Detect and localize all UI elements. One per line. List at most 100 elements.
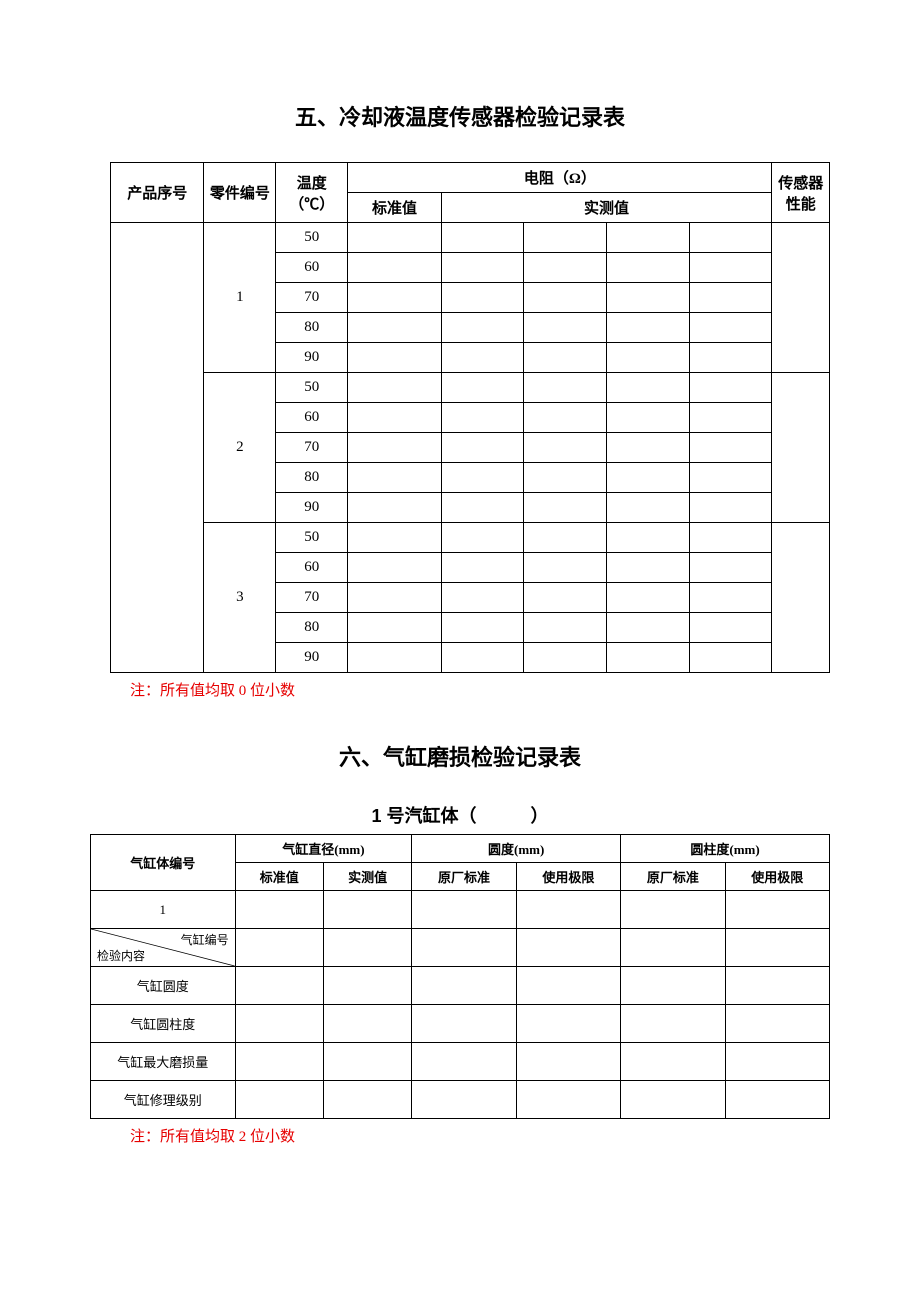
- table-row: 气缸修理级别: [91, 1081, 830, 1119]
- th-factory-std-2: 原厂标准: [621, 863, 725, 891]
- cell-empty: [412, 929, 516, 967]
- table-row: 1: [91, 891, 830, 929]
- diag-top-label: 气缸编号: [181, 931, 229, 948]
- cell-diagonal-header: 气缸编号 检验内容: [91, 929, 236, 967]
- cell-row-label: 气缸圆柱度: [91, 1005, 236, 1043]
- cell-row-label: 气缸圆度: [91, 967, 236, 1005]
- cell-measured: [689, 583, 772, 613]
- cell-measured: [441, 223, 524, 253]
- cell-measured: [607, 463, 690, 493]
- cell-measured: [441, 613, 524, 643]
- cell-measured: [689, 523, 772, 553]
- cell-standard: [348, 373, 441, 403]
- cell-measured: [524, 643, 607, 673]
- cell-empty: [323, 967, 411, 1005]
- note-section6: 注：所有值均取 2 位小数: [130, 1125, 830, 1146]
- cell-empty: [412, 1081, 516, 1119]
- table-row: 气缸圆柱度: [91, 1005, 830, 1043]
- cell-measured: [607, 583, 690, 613]
- cell-measured: [607, 613, 690, 643]
- table-sensor-record: 产品序号 零件编号 温度（℃） 电阻（Ω） 传感器性能 标准值 实测值 1506…: [110, 162, 830, 673]
- cell-standard: [348, 583, 441, 613]
- cell-standard: [348, 613, 441, 643]
- cell-empty: [323, 1081, 411, 1119]
- cell-measured: [441, 493, 524, 523]
- cell-sensor-perf: [772, 523, 830, 673]
- cell-standard: [348, 553, 441, 583]
- cell-measured: [689, 343, 772, 373]
- cell-measured: [441, 553, 524, 583]
- cell-empty: [323, 1043, 411, 1081]
- cell-measured: [689, 223, 772, 253]
- cell-measured: [524, 373, 607, 403]
- cell-empty: [235, 891, 323, 929]
- cell-empty: [516, 1081, 620, 1119]
- cell-empty: [412, 967, 516, 1005]
- cell-empty: [725, 1005, 829, 1043]
- cell-measured: [524, 583, 607, 613]
- cell-measured: [607, 493, 690, 523]
- cell-empty: [621, 967, 725, 1005]
- cell-measured: [607, 523, 690, 553]
- cell-temp: 80: [276, 613, 348, 643]
- cell-temp: 60: [276, 253, 348, 283]
- cell-measured: [607, 433, 690, 463]
- cell-row-label: 1: [91, 891, 236, 929]
- cell-measured: [441, 373, 524, 403]
- th-use-limit-1: 使用极限: [516, 863, 620, 891]
- cell-measured: [689, 283, 772, 313]
- cell-measured: [607, 643, 690, 673]
- cell-temp: 90: [276, 493, 348, 523]
- th-diameter: 气缸直径(mm): [235, 835, 412, 863]
- cell-measured: [689, 403, 772, 433]
- cell-empty: [621, 929, 725, 967]
- cell-sensor-perf: [772, 223, 830, 373]
- cell-empty: [621, 1081, 725, 1119]
- table-row: 150: [111, 223, 830, 253]
- cell-measured: [607, 403, 690, 433]
- cell-empty: [323, 1005, 411, 1043]
- table-row: 气缸编号 检验内容: [91, 929, 830, 967]
- cell-measured: [607, 223, 690, 253]
- cell-measured: [689, 373, 772, 403]
- cell-empty: [725, 891, 829, 929]
- cell-measured: [524, 343, 607, 373]
- cell-product-serial: [111, 223, 204, 673]
- cell-measured: [689, 643, 772, 673]
- cell-empty: [621, 1043, 725, 1081]
- cell-measured: [524, 523, 607, 553]
- cell-measured: [689, 493, 772, 523]
- cell-measured: [524, 403, 607, 433]
- cell-empty: [725, 967, 829, 1005]
- cell-measured: [441, 523, 524, 553]
- table-cylinder-wear: 气缸体编号 气缸直径(mm) 圆度(mm) 圆柱度(mm) 标准值 实测值 原厂…: [90, 834, 830, 1119]
- cell-temp: 90: [276, 343, 348, 373]
- cell-temp: 50: [276, 223, 348, 253]
- cell-standard: [348, 463, 441, 493]
- section6-subtitle: 1 号汽缸体（ ）: [90, 802, 830, 828]
- cell-measured: [441, 463, 524, 493]
- cell-measured: [441, 433, 524, 463]
- cell-empty: [412, 1043, 516, 1081]
- cell-measured: [441, 583, 524, 613]
- cell-measured: [524, 283, 607, 313]
- cell-temp: 50: [276, 373, 348, 403]
- cell-standard: [348, 283, 441, 313]
- th-temperature: 温度（℃）: [276, 163, 348, 223]
- cell-standard: [348, 493, 441, 523]
- th-resistance: 电阻（Ω）: [348, 163, 772, 193]
- cell-measured: [524, 493, 607, 523]
- cell-measured: [689, 433, 772, 463]
- table-row: 气缸圆度: [91, 967, 830, 1005]
- cell-measured: [607, 373, 690, 403]
- cell-standard: [348, 343, 441, 373]
- th-use-limit-2: 使用极限: [725, 863, 829, 891]
- cell-empty: [235, 1081, 323, 1119]
- cell-measured: [441, 343, 524, 373]
- cell-part-no: 3: [204, 523, 276, 673]
- diag-bot-label: 检验内容: [97, 947, 145, 964]
- cell-standard: [348, 403, 441, 433]
- th-standard2: 标准值: [235, 863, 323, 891]
- cell-measured: [689, 463, 772, 493]
- cell-measured: [607, 313, 690, 343]
